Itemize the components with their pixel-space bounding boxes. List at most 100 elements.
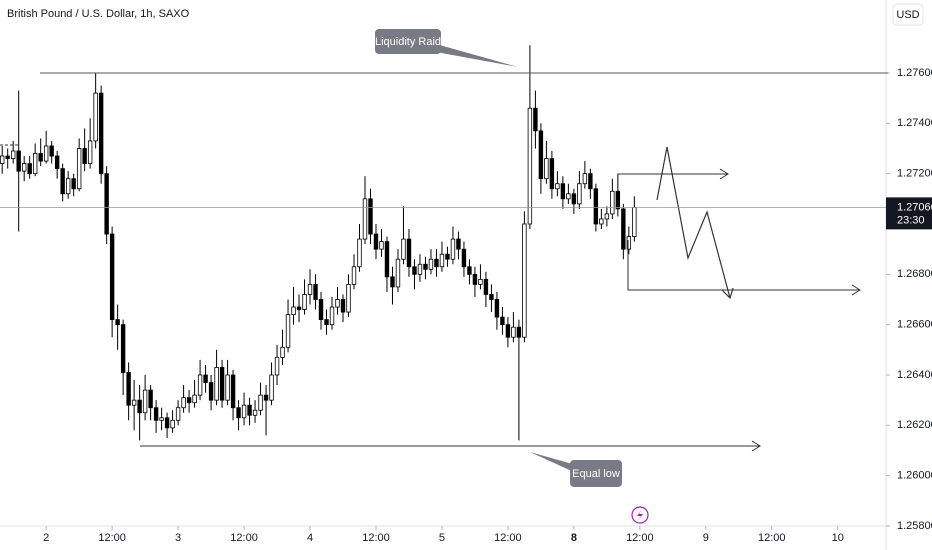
candle-body [236,407,241,419]
candle-body [258,394,263,411]
y-tick-label: 1.26200 [897,419,932,431]
candle-body [82,148,87,164]
candle-body [175,407,181,421]
candle-body [93,92,98,142]
candle-body [329,306,335,326]
candle-body [412,266,417,275]
candle-body [230,374,236,409]
candle-body [137,399,142,414]
candle-body [351,266,357,285]
last-price: 1.2706623:30 [0,197,932,230]
last-price-label: 1.27066 [897,201,932,213]
x-tick-label: 12:00 [626,532,654,544]
callout-box [375,29,441,54]
candle-body [263,394,269,401]
candle-body [456,238,461,250]
candle-body [401,238,406,260]
candle-body [632,206,637,237]
candle-body [450,238,456,260]
y-tick-label: 1.26400 [897,369,932,381]
candle-body [566,193,571,200]
candle-body [247,404,252,416]
candle-body [390,276,395,288]
candle-body [461,248,467,268]
candle-body [439,253,445,268]
candle-body [384,241,390,278]
candle-body [65,178,71,195]
candle-body [472,273,478,285]
y-tick-label: 1.27600 [897,67,932,79]
candle-body [219,367,225,401]
candle-body [32,153,38,175]
x-tick-label: 12:00 [230,532,258,544]
candle-body [159,417,164,421]
candle-body [274,356,280,376]
candle-body [131,399,137,406]
candle-body [533,107,538,132]
candle-body [109,233,115,321]
candle-body [104,173,109,235]
candle-body [296,306,302,310]
candle-body [582,173,588,185]
candle-body [170,419,175,429]
candle-body [346,283,351,313]
callout-text: Liquidity Raid [375,36,441,48]
candle-body [197,374,203,396]
candle-body [417,263,423,275]
candle-body [483,278,489,295]
x-tick-label: 8 [571,532,577,544]
y-tick-label: 1.25800 [897,520,932,532]
candle-body [621,208,626,250]
candle-body [71,178,76,190]
candle-body [148,389,153,409]
candle-body [604,213,610,220]
candle-body [577,183,582,205]
candle-body [115,319,120,326]
candle-body [16,150,21,172]
y-tick-label: 1.26000 [897,470,932,482]
candle-body [522,223,527,338]
candle-body [599,218,604,225]
equal-low-line [140,440,761,452]
candle-body [142,389,148,414]
callout-text: Equal low [572,468,620,480]
candle-body [38,153,43,162]
candle-body [54,155,60,170]
candle-body [335,299,340,308]
currency-label: USD [896,9,919,21]
x-tick-label: 5 [439,532,445,544]
x-tick-label: 3 [175,532,181,544]
x-tick-label: 9 [703,532,709,544]
candle-body [318,299,324,321]
candle-body [340,299,346,313]
candle-body [280,346,285,358]
candle-body [357,238,362,268]
event-icon-bolt [637,509,643,521]
candle-body [395,258,401,288]
candle-body [467,266,472,275]
x-tick-label: 12:00 [758,532,786,544]
candle-body [478,278,483,285]
candle-body [192,394,197,404]
currency-button[interactable] [892,3,924,26]
candle-body [428,258,434,270]
x-tick-label: 10 [832,532,844,544]
drawings: Liquidity Raid Equal low [0,29,888,524]
candle-body [527,107,533,225]
marks: 1.25800 1.26000 1.26200 1.26400 1.26600 1.268… [0,45,932,544]
callout-pointer [436,44,518,67]
candle-body [626,236,632,250]
candle-body [225,374,230,401]
level-line [618,168,729,180]
candle-body [269,374,274,401]
candle-body [494,299,500,318]
candle-body [0,155,5,164]
callout-pointer [530,452,576,473]
candle-body [307,283,313,295]
candle-body [252,409,258,416]
candle-body [153,407,159,421]
candle-body [500,316,505,326]
projection-path [656,146,734,300]
